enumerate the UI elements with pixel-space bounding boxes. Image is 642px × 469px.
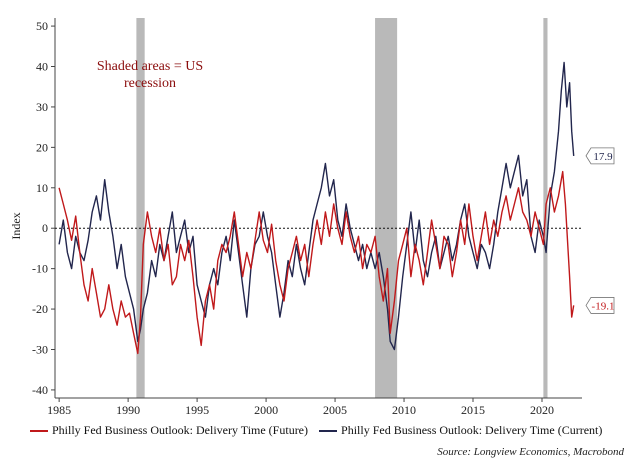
legend-swatch-current bbox=[319, 430, 338, 433]
recession-band-0 bbox=[136, 18, 145, 398]
end-label-box-1 bbox=[585, 147, 615, 165]
end-labels: -19.1 17.9 bbox=[585, 147, 615, 314]
end-label-box-0 bbox=[585, 297, 615, 314]
legend-label-current: Philly Fed Business Outlook: Delivery Ti… bbox=[341, 423, 603, 437]
source-note: Source: Longview Economics, Macrobond bbox=[437, 446, 624, 458]
recession-band-1 bbox=[375, 18, 398, 398]
series-line-1 bbox=[58, 170, 575, 355]
y-tick-label: 50 bbox=[36, 19, 48, 33]
series-line-0 bbox=[58, 61, 575, 351]
y-tick-label: 10 bbox=[36, 181, 48, 195]
x-tick-label: 2020 bbox=[530, 403, 554, 417]
x-tick-label: 2015 bbox=[461, 403, 485, 417]
legend-swatch-future bbox=[30, 430, 48, 433]
x-tick-label: 2010 bbox=[392, 403, 416, 417]
y-tick-label: -10 bbox=[32, 262, 48, 276]
recession-shading bbox=[136, 18, 548, 398]
legend-item-future: Philly Fed Business Outlook: Delivery Ti… bbox=[30, 423, 311, 437]
y-tick-label: -30 bbox=[32, 342, 48, 356]
annotation-line: recession bbox=[124, 76, 176, 91]
y-tick-label: 0 bbox=[42, 221, 48, 235]
y-axis-label: Index bbox=[9, 212, 23, 239]
annotation-line: Shaded areas = US bbox=[97, 59, 203, 74]
axes: -40 -30 -20 -10 0 10 20 30 40 50 1985 1990 1995 2000 2… bbox=[32, 18, 582, 417]
y-tick-label: -40 bbox=[32, 383, 48, 397]
y-tick-label: 20 bbox=[36, 140, 48, 154]
x-tick-label: 1995 bbox=[185, 403, 209, 417]
legend-item-current: Philly Fed Business Outlook: Delivery Ti… bbox=[319, 423, 602, 437]
x-tick-label: 2000 bbox=[254, 403, 278, 417]
x-tick-label: 1985 bbox=[47, 403, 71, 417]
y-tick-label: 40 bbox=[36, 60, 48, 74]
y-tick-label: 30 bbox=[36, 100, 48, 114]
end-label-0: -19.1 bbox=[592, 300, 615, 312]
recession-annotation: Shaded areas = US recession bbox=[97, 59, 203, 91]
x-tick-label: 1990 bbox=[116, 403, 140, 417]
end-label-1: 17.9 bbox=[593, 151, 613, 163]
legend: Philly Fed Business Outlook: Delivery Ti… bbox=[30, 423, 630, 438]
x-tick-label: 2005 bbox=[323, 403, 347, 417]
legend-label-future: Philly Fed Business Outlook: Delivery Ti… bbox=[52, 423, 309, 437]
y-tick-label: -20 bbox=[32, 302, 48, 316]
series-lines bbox=[58, 61, 575, 355]
